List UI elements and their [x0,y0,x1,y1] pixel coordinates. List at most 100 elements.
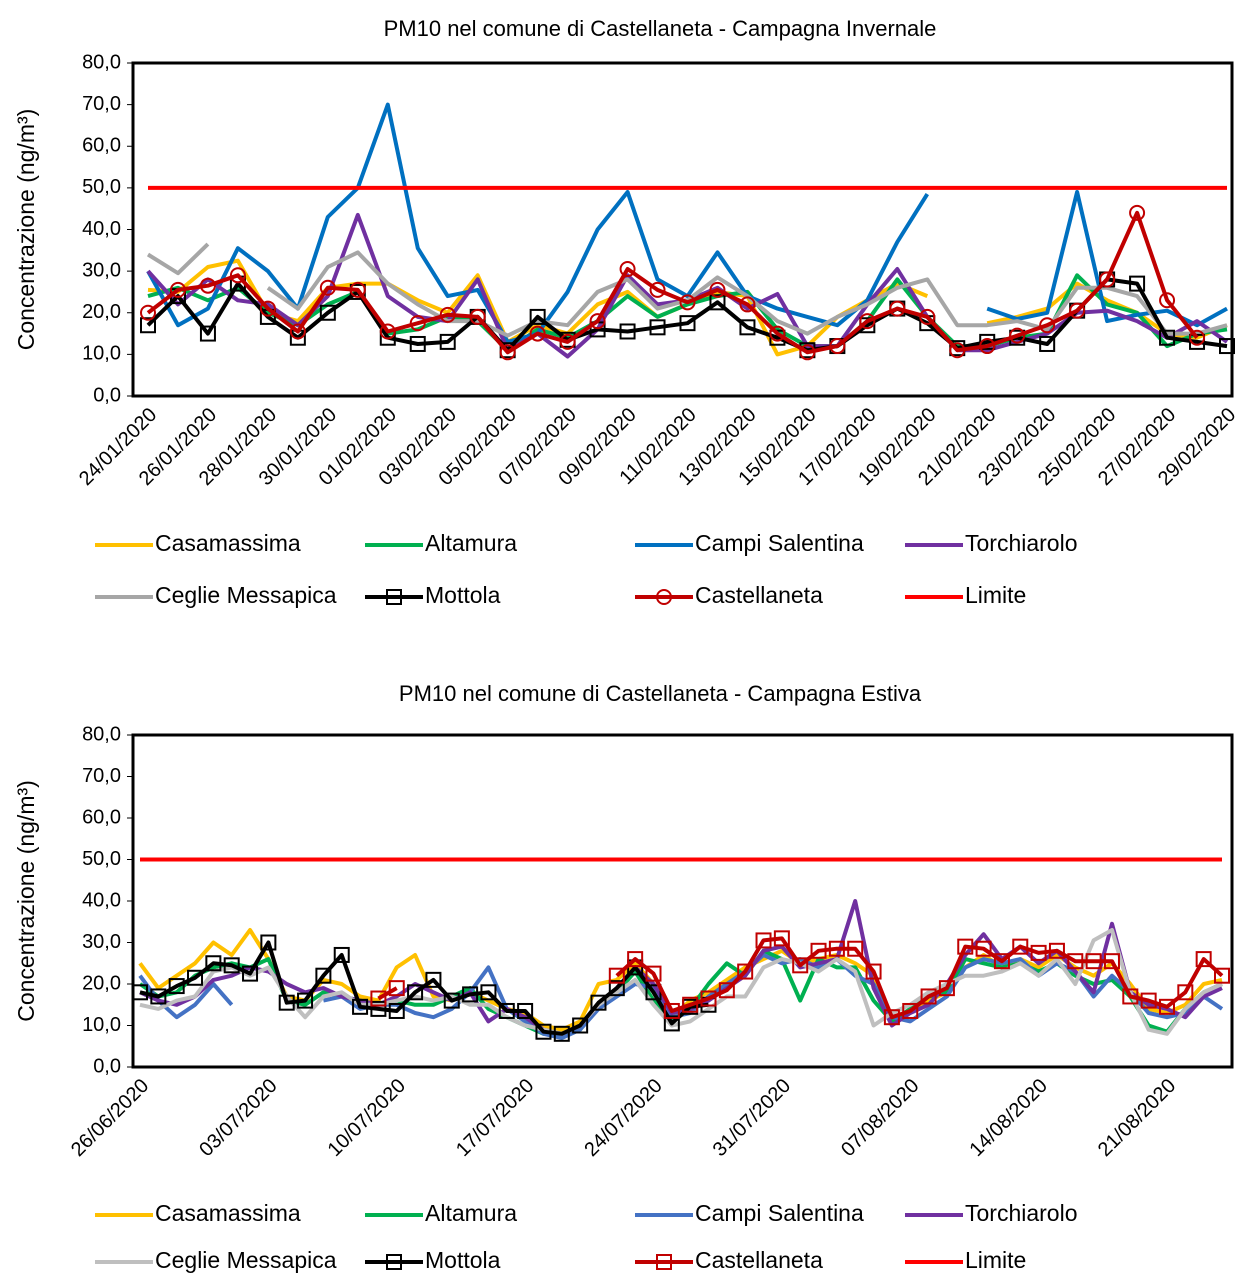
legend-label: Castellaneta [695,582,823,608]
point-marker [979,338,996,355]
point-marker [865,963,882,980]
point-marker [590,994,607,1011]
legend-marker [386,1254,402,1270]
point-marker [608,980,625,997]
point-marker [993,953,1010,970]
point-marker [319,304,336,321]
legend-label: Castellaneta [695,1247,823,1273]
point-marker [1214,967,1230,984]
legend-marker [656,1254,672,1270]
point-marker [278,994,295,1011]
point-marker [682,996,699,1013]
point-marker [739,319,756,336]
series-line [146,277,1228,353]
point-marker [499,344,516,361]
point-marker [619,261,636,278]
point-marker [920,988,937,1005]
y-tick-label: 0,0 [93,384,121,406]
point-marker [223,957,240,974]
legend-label: Mottola [425,1247,501,1273]
point-marker [388,980,405,997]
x-tick-label: 17/07/2020 [452,1075,538,1161]
point-marker [409,315,426,332]
chart-title: PM10 nel comune di Castellaneta - Campag… [399,681,922,706]
point-marker [1177,984,1194,1001]
point-marker [439,306,456,323]
x-tick-label: 10/07/2020 [324,1075,410,1161]
point-marker [1099,271,1116,288]
y-tick-label: 30,0 [82,931,121,953]
legend-label: Casamassima [155,1200,301,1226]
point-marker [975,940,992,957]
point-marker [242,965,259,982]
point-marker [388,1002,405,1019]
y-tick-label: 50,0 [82,848,121,870]
y-axis-title: Concentrazione (ng/m³) [13,780,39,1022]
point-marker [679,315,696,332]
legend-label: Campi Salentina [695,1200,864,1226]
point-marker [1129,204,1146,221]
point-marker [1159,329,1176,346]
point-marker [199,277,216,294]
point-marker [333,946,350,963]
legend-label: Altamura [425,530,517,556]
point-marker [168,978,185,995]
point-marker [619,323,636,340]
point-marker [828,940,845,957]
point-marker [352,998,369,1015]
point-marker [1048,942,1065,959]
point-marker [1009,327,1026,344]
point-marker [572,1017,589,1034]
point-marker [439,333,456,350]
point-marker [379,323,396,340]
point-marker [773,930,790,947]
point-marker [883,1009,900,1026]
y-tick-label: 30,0 [82,259,121,281]
legend-label: Ceglie Messapica [155,1247,337,1273]
point-marker [229,267,246,284]
point-marker [799,344,816,361]
point-marker [150,988,167,1005]
point-marker [199,325,216,342]
point-marker [370,1000,387,1017]
plot-frame [131,733,1234,1069]
point-marker [289,323,306,340]
y-tick-label: 80,0 [82,51,121,73]
point-marker [1030,944,1047,961]
point-marker [1189,329,1206,346]
y-tick-label: 0,0 [93,1055,121,1077]
point-marker [709,294,726,311]
point-marker [559,333,576,350]
point-marker [553,1025,570,1042]
y-tick-label: 60,0 [82,806,121,828]
point-marker [425,971,442,988]
point-marker [649,281,666,298]
series-line [139,940,709,1036]
legend-label: Ceglie Messapica [155,582,337,608]
y-axis-title: Concentrazione (ng/m³) [13,109,39,351]
point-marker [949,342,966,359]
point-marker [847,940,864,957]
point-marker [737,963,754,980]
point-marker [1219,338,1235,355]
x-tick-label: 24/07/2020 [580,1075,666,1161]
point-marker [469,308,486,325]
point-marker [529,325,546,342]
point-marker [517,1002,534,1019]
point-marker [1085,953,1102,970]
chart-title: PM10 nel comune di Castellaneta - Campag… [384,16,937,41]
point-marker [792,957,809,974]
point-marker [589,313,606,330]
y-tick-label: 50,0 [82,176,121,198]
point-marker [140,304,156,321]
point-marker [709,281,726,298]
point-marker [409,335,426,352]
point-marker [535,1023,552,1040]
legend-label: Altamura [425,1200,517,1226]
legend-label: Limite [965,582,1026,608]
y-tick-label: 60,0 [82,135,121,157]
point-marker [938,980,955,997]
point-marker [319,279,336,296]
legend-marker [656,589,672,605]
point-marker [700,990,717,1007]
